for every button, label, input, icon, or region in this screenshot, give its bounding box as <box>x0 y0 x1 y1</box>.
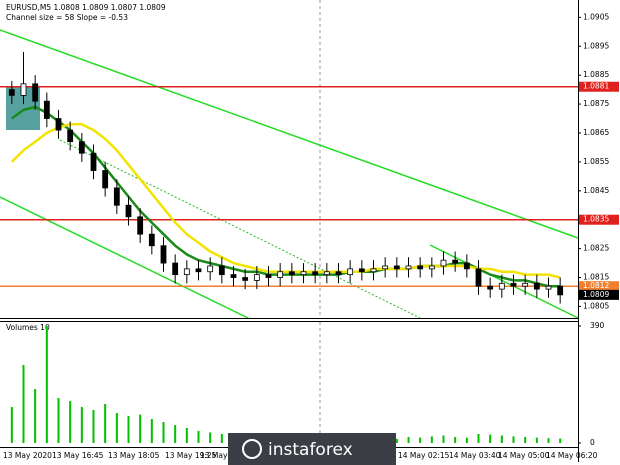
candle-body <box>277 271 284 278</box>
watermark-logo <box>242 439 262 459</box>
x-tick-label: 14 May 02:15 <box>398 451 450 460</box>
candle-body <box>67 129 74 143</box>
candle-body <box>78 141 85 154</box>
y-tick-label: 1.0805 <box>583 301 609 310</box>
y-tick-label: 1.0855 <box>583 157 609 166</box>
y-tick-label: 1.0845 <box>583 186 609 195</box>
candle-body <box>90 152 97 171</box>
candle-body <box>522 282 529 287</box>
candle-body <box>370 268 377 273</box>
channel-midline <box>59 139 421 319</box>
level-label: 1.0835 <box>583 215 609 224</box>
candle-body <box>323 271 330 276</box>
level-label: 1.0881 <box>583 82 609 91</box>
candle-body <box>253 274 260 281</box>
candle-body <box>20 83 27 96</box>
y-tick-label: 1.0895 <box>583 41 609 50</box>
candle-body <box>405 265 412 270</box>
candle-body <box>172 262 179 276</box>
x-tick-label: 14 May 05:00 <box>498 451 550 460</box>
last-price-bg <box>579 289 619 300</box>
watermark: instaforex <box>268 440 353 460</box>
candle-body <box>102 170 109 189</box>
candle-body <box>312 271 319 276</box>
x-tick-label: 14 May 06:20 <box>546 451 598 460</box>
candle-body <box>195 268 202 273</box>
volume-tick-label: 0 <box>590 438 595 447</box>
candle-body <box>487 285 494 290</box>
watermark-box <box>228 433 396 465</box>
x-tick-label: 14 May 03:40 <box>449 451 501 460</box>
chart-title: EURUSD,M5 1.0808 1.0809 1.0807 1.0809 <box>6 3 166 12</box>
level-label-bg <box>579 214 619 225</box>
y-tick-label: 1.0875 <box>583 99 609 108</box>
channel-line <box>0 196 249 319</box>
x-tick-label: 13 May 19:25 <box>165 451 217 460</box>
candle-body <box>498 282 505 290</box>
candle-body <box>8 89 15 96</box>
candle-body <box>113 187 120 206</box>
candle-body <box>183 268 190 276</box>
level-label-bg <box>579 81 619 92</box>
level-label-bg <box>579 281 619 292</box>
candle-body <box>393 265 400 270</box>
candle-body <box>428 265 435 270</box>
candle-body <box>300 271 307 276</box>
candle-body <box>160 245 167 264</box>
x-tick-label: 13 May 18:05 <box>108 451 160 460</box>
candle-body <box>533 282 540 290</box>
candle-body <box>347 268 354 276</box>
y-tick-label: 1.0885 <box>583 70 609 79</box>
candle-body <box>510 282 517 287</box>
volume-label: Volumes 10 <box>6 323 50 332</box>
y-tick-label: 1.0865 <box>583 128 609 137</box>
candle-body <box>452 259 459 264</box>
candle-body <box>265 274 272 278</box>
candle-body <box>55 118 62 131</box>
candle-body <box>545 285 552 290</box>
y-tick-label: 1.0815 <box>583 273 609 282</box>
candle-body <box>32 83 39 102</box>
candle-body <box>475 268 482 287</box>
channel-line <box>0 29 579 239</box>
y-tick-label: 1.0825 <box>583 244 609 253</box>
candle-body <box>148 233 155 247</box>
volume-tick-label: 390 <box>590 321 605 330</box>
candle-body <box>358 268 365 273</box>
candle-body <box>207 265 214 273</box>
candle-body <box>557 285 564 296</box>
last-price-label: 1.0809 <box>583 290 609 299</box>
y-tick-label: 1.0905 <box>583 12 609 21</box>
candle-body <box>218 265 225 276</box>
candle-body <box>417 265 424 270</box>
candle-body <box>288 271 295 276</box>
chart-subtitle: Channel size = 58 Slope = -0.53 <box>6 13 128 22</box>
candle-body <box>230 274 237 278</box>
candle-body <box>463 262 470 270</box>
x-tick-label: 13 May <box>200 451 228 460</box>
candle-body <box>137 216 144 235</box>
candle-body <box>125 204 132 218</box>
candle-body <box>43 100 50 119</box>
candle-body <box>440 259 447 267</box>
level-label: 1.0812 <box>583 281 609 290</box>
x-tick-label: 13 May 2020 <box>3 451 52 460</box>
candle-body <box>382 265 389 270</box>
x-tick-label: 13 May 16:45 <box>52 451 104 460</box>
candle-body <box>335 271 342 276</box>
candle-body <box>242 277 249 281</box>
